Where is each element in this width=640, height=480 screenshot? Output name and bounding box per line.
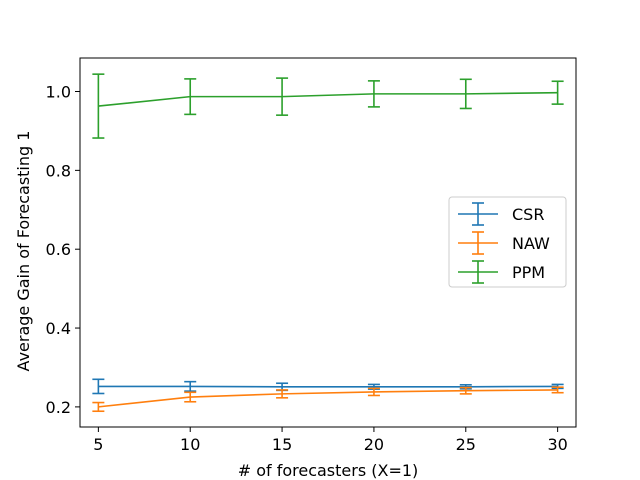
y-tick-label: 1.0 <box>46 83 71 102</box>
series-ppm <box>92 73 564 139</box>
legend-entry-ppm: PPM <box>458 260 545 284</box>
x-tick-label: 20 <box>364 435 384 454</box>
axes-spines <box>79 57 577 428</box>
x-tick-label: 25 <box>456 435 476 454</box>
y-axis-ticks: 0.2 0.4 0.6 0.8 1.0 <box>46 83 80 417</box>
legend-label-csr: CSR <box>512 205 544 224</box>
y-axis-label: Average Gain of Forecasting 1 <box>14 131 33 372</box>
legend: CSR NAW PPM <box>448 196 567 288</box>
legend-entry-csr: CSR <box>458 202 544 226</box>
x-tick-label: 30 <box>547 435 567 454</box>
y-tick-label: 0.6 <box>46 240 71 259</box>
y-tick-label: 0.2 <box>46 398 71 417</box>
x-tick-label: 10 <box>180 435 200 454</box>
axes-frame <box>79 57 577 428</box>
x-tick-label: 5 <box>93 435 103 454</box>
legend-label-ppm: PPM <box>512 263 545 282</box>
series-line-ppm <box>98 91 558 107</box>
y-tick-label: 0.8 <box>46 161 71 180</box>
x-tick-label: 15 <box>272 435 292 454</box>
plot-marks <box>92 73 564 413</box>
legend-label-naw: NAW <box>512 234 550 253</box>
legend-entry-naw: NAW <box>458 231 550 255</box>
x-axis-label: # of forecasters (X=1) <box>238 461 419 480</box>
series-csr <box>92 378 564 395</box>
y-tick-label: 0.4 <box>46 319 71 338</box>
x-axis-ticks: 5 10 15 20 25 30 <box>93 427 568 454</box>
series-naw <box>92 386 564 413</box>
series-line-naw <box>98 389 558 408</box>
